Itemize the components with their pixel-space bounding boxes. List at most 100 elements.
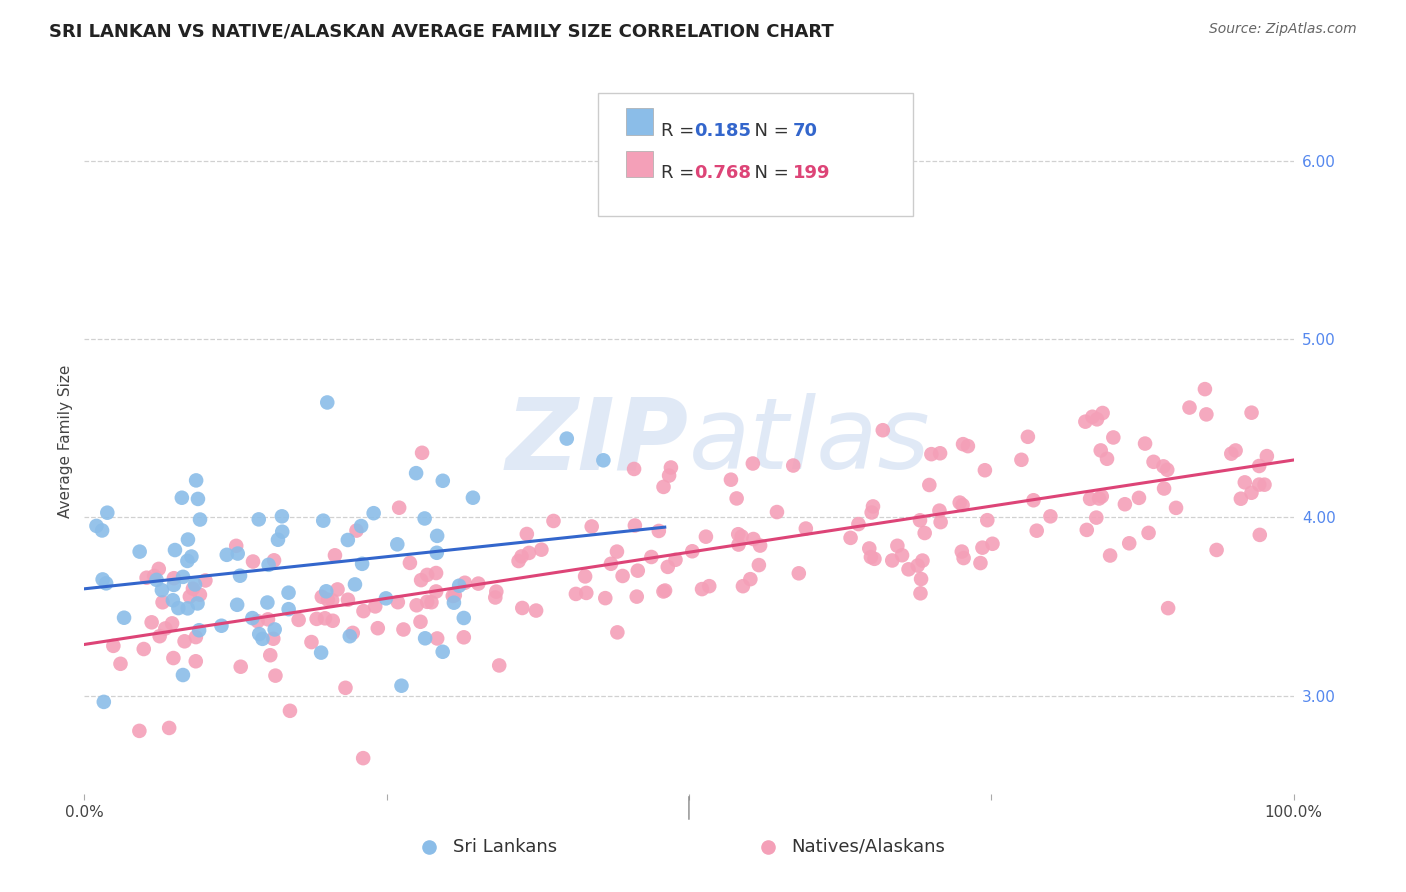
- Point: [443, 588, 465, 602]
- Point: [574, 569, 596, 583]
- Point: [163, 571, 186, 585]
- Point: [485, 584, 508, 599]
- Point: [309, 646, 332, 660]
- Point: [910, 586, 932, 600]
- Point: [606, 625, 628, 640]
- Point: [315, 584, 337, 599]
- Point: [1076, 523, 1098, 537]
- Point: [1233, 475, 1256, 490]
- Point: [1010, 452, 1032, 467]
- Y-axis label: Average Family Size: Average Family Size: [58, 365, 73, 518]
- Point: [336, 533, 359, 547]
- Text: Natives/Alaskans: Natives/Alaskans: [792, 838, 946, 855]
- Point: [731, 579, 754, 593]
- Point: [740, 572, 762, 586]
- Text: 199: 199: [793, 164, 831, 182]
- Point: [920, 447, 942, 461]
- Point: [96, 506, 118, 520]
- Point: [287, 613, 309, 627]
- Point: [259, 648, 281, 663]
- Point: [929, 515, 952, 529]
- Point: [907, 558, 929, 573]
- Point: [664, 553, 686, 567]
- Point: [1195, 408, 1218, 422]
- Point: [441, 589, 464, 603]
- Point: [271, 509, 294, 524]
- Point: [145, 573, 167, 587]
- Point: [343, 577, 366, 591]
- Point: [508, 554, 530, 568]
- Point: [91, 573, 114, 587]
- Point: [215, 548, 238, 562]
- Point: [411, 446, 433, 460]
- Text: N =: N =: [744, 121, 794, 140]
- Point: [425, 566, 447, 580]
- Point: [1039, 509, 1062, 524]
- Point: [1194, 382, 1216, 396]
- Point: [1157, 601, 1180, 615]
- Point: [949, 495, 972, 509]
- Point: [742, 532, 765, 546]
- Point: [184, 577, 207, 591]
- Point: [623, 462, 645, 476]
- Point: [128, 544, 150, 558]
- Point: [886, 539, 908, 553]
- Point: [432, 474, 454, 488]
- Point: [1253, 477, 1275, 491]
- Text: atlas: atlas: [689, 393, 931, 490]
- Point: [1249, 528, 1271, 542]
- Point: [188, 588, 211, 602]
- Point: [257, 558, 280, 572]
- Point: [135, 571, 157, 585]
- Point: [976, 513, 998, 527]
- Point: [409, 573, 432, 587]
- Point: [246, 614, 269, 628]
- Point: [186, 597, 208, 611]
- Point: [184, 630, 207, 644]
- Point: [172, 570, 194, 584]
- Point: [278, 704, 301, 718]
- Point: [352, 751, 374, 765]
- Point: [640, 549, 662, 564]
- Point: [950, 544, 973, 558]
- Point: [517, 546, 540, 560]
- Point: [321, 593, 343, 607]
- Point: [766, 505, 789, 519]
- Point: [1088, 491, 1111, 506]
- Point: [152, 595, 174, 609]
- Point: [141, 615, 163, 630]
- Point: [426, 546, 449, 560]
- Point: [952, 437, 974, 451]
- Point: [794, 522, 817, 536]
- Point: [488, 658, 510, 673]
- Point: [211, 619, 233, 633]
- Text: Source: ZipAtlas.com: Source: ZipAtlas.com: [1209, 22, 1357, 37]
- Point: [461, 491, 484, 505]
- Point: [409, 615, 432, 629]
- Point: [94, 576, 117, 591]
- Point: [157, 721, 180, 735]
- Point: [749, 539, 772, 553]
- Point: [1022, 493, 1045, 508]
- Point: [172, 668, 194, 682]
- Point: [301, 635, 323, 649]
- Point: [176, 554, 198, 568]
- Point: [229, 568, 252, 582]
- Point: [271, 524, 294, 539]
- Point: [1095, 451, 1118, 466]
- Point: [352, 557, 374, 571]
- Point: [530, 542, 553, 557]
- Point: [860, 506, 883, 520]
- Point: [1081, 409, 1104, 424]
- Point: [1249, 477, 1271, 491]
- Point: [1156, 463, 1178, 477]
- Text: 0.185: 0.185: [693, 121, 751, 140]
- Point: [748, 558, 770, 573]
- Point: [314, 611, 336, 625]
- Point: [592, 453, 614, 467]
- Point: [252, 632, 274, 646]
- Point: [177, 533, 200, 547]
- Point: [908, 513, 931, 527]
- FancyBboxPatch shape: [626, 151, 652, 178]
- Point: [312, 514, 335, 528]
